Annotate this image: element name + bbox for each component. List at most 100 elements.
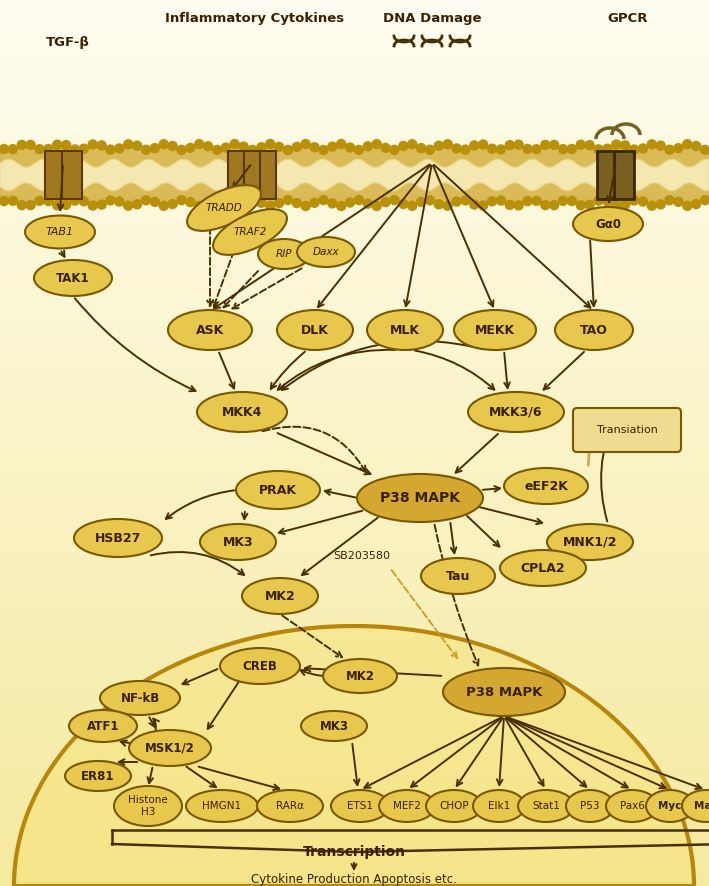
Ellipse shape xyxy=(69,710,137,742)
Text: P53: P53 xyxy=(580,801,600,811)
Ellipse shape xyxy=(129,730,211,766)
Ellipse shape xyxy=(454,310,536,350)
Circle shape xyxy=(88,201,97,210)
Circle shape xyxy=(638,144,647,153)
Bar xyxy=(244,151,260,199)
Circle shape xyxy=(177,196,186,205)
Ellipse shape xyxy=(100,681,180,715)
Circle shape xyxy=(523,197,532,206)
Circle shape xyxy=(603,144,612,153)
Circle shape xyxy=(372,140,381,149)
Text: MK2: MK2 xyxy=(264,589,296,602)
Ellipse shape xyxy=(547,524,633,560)
Circle shape xyxy=(488,144,496,153)
Circle shape xyxy=(26,140,35,150)
Circle shape xyxy=(674,198,683,206)
Text: TAO: TAO xyxy=(580,323,608,337)
Ellipse shape xyxy=(168,310,252,350)
Ellipse shape xyxy=(504,468,588,504)
Circle shape xyxy=(523,144,532,153)
Ellipse shape xyxy=(473,790,525,822)
Polygon shape xyxy=(14,626,694,886)
Circle shape xyxy=(683,140,692,149)
Circle shape xyxy=(514,201,523,210)
Circle shape xyxy=(506,200,514,209)
Bar xyxy=(597,151,617,199)
Ellipse shape xyxy=(65,761,131,791)
Circle shape xyxy=(496,145,506,154)
Circle shape xyxy=(514,140,523,149)
Ellipse shape xyxy=(500,550,586,586)
Circle shape xyxy=(239,199,248,208)
Circle shape xyxy=(168,142,177,151)
Circle shape xyxy=(106,145,115,154)
Circle shape xyxy=(328,142,337,152)
Circle shape xyxy=(647,201,657,210)
Circle shape xyxy=(452,197,461,206)
Circle shape xyxy=(186,198,195,206)
Circle shape xyxy=(665,196,674,205)
Ellipse shape xyxy=(379,790,435,822)
Circle shape xyxy=(292,198,301,207)
Text: Transcription: Transcription xyxy=(303,845,406,859)
Ellipse shape xyxy=(258,239,310,269)
Circle shape xyxy=(124,140,133,149)
Text: TRAF2: TRAF2 xyxy=(233,227,267,237)
Circle shape xyxy=(0,144,9,153)
Circle shape xyxy=(479,140,488,149)
Ellipse shape xyxy=(236,471,320,509)
Text: P38 MAPK: P38 MAPK xyxy=(380,491,460,505)
Circle shape xyxy=(0,197,9,206)
Circle shape xyxy=(576,140,585,149)
Ellipse shape xyxy=(682,790,709,822)
Circle shape xyxy=(97,200,106,209)
Circle shape xyxy=(443,140,452,149)
Circle shape xyxy=(541,141,549,150)
Circle shape xyxy=(26,200,35,210)
Circle shape xyxy=(115,197,124,206)
Circle shape xyxy=(337,201,346,211)
Circle shape xyxy=(506,141,514,150)
Circle shape xyxy=(488,197,496,206)
Text: Max: Max xyxy=(694,801,709,811)
Ellipse shape xyxy=(187,185,261,231)
Circle shape xyxy=(292,143,301,152)
Circle shape xyxy=(124,201,133,210)
Bar xyxy=(45,151,65,199)
Ellipse shape xyxy=(443,668,565,716)
Circle shape xyxy=(106,196,115,205)
Circle shape xyxy=(310,198,319,207)
Ellipse shape xyxy=(114,786,182,826)
Text: MK2: MK2 xyxy=(345,670,374,682)
Circle shape xyxy=(549,140,559,150)
Ellipse shape xyxy=(200,524,276,560)
Circle shape xyxy=(133,141,142,151)
Text: CHOP: CHOP xyxy=(439,801,469,811)
Circle shape xyxy=(274,198,284,207)
Circle shape xyxy=(274,143,284,152)
Ellipse shape xyxy=(257,790,323,822)
Circle shape xyxy=(310,143,319,152)
Bar xyxy=(228,151,244,199)
Text: ER81: ER81 xyxy=(82,770,115,782)
Circle shape xyxy=(630,145,639,154)
Circle shape xyxy=(585,200,594,209)
Circle shape xyxy=(186,144,195,152)
Circle shape xyxy=(691,142,700,151)
Text: ETS1: ETS1 xyxy=(347,801,373,811)
Text: RARα: RARα xyxy=(276,801,304,811)
Circle shape xyxy=(630,196,639,205)
Circle shape xyxy=(390,145,399,154)
Ellipse shape xyxy=(301,711,367,741)
Circle shape xyxy=(470,141,479,150)
Circle shape xyxy=(408,140,417,149)
Circle shape xyxy=(17,140,26,150)
Ellipse shape xyxy=(518,790,574,822)
Circle shape xyxy=(603,197,612,206)
Circle shape xyxy=(213,196,221,205)
Circle shape xyxy=(9,197,18,206)
Text: TAK1: TAK1 xyxy=(56,271,90,284)
Bar xyxy=(260,151,276,199)
Circle shape xyxy=(44,197,53,206)
Circle shape xyxy=(354,145,364,154)
